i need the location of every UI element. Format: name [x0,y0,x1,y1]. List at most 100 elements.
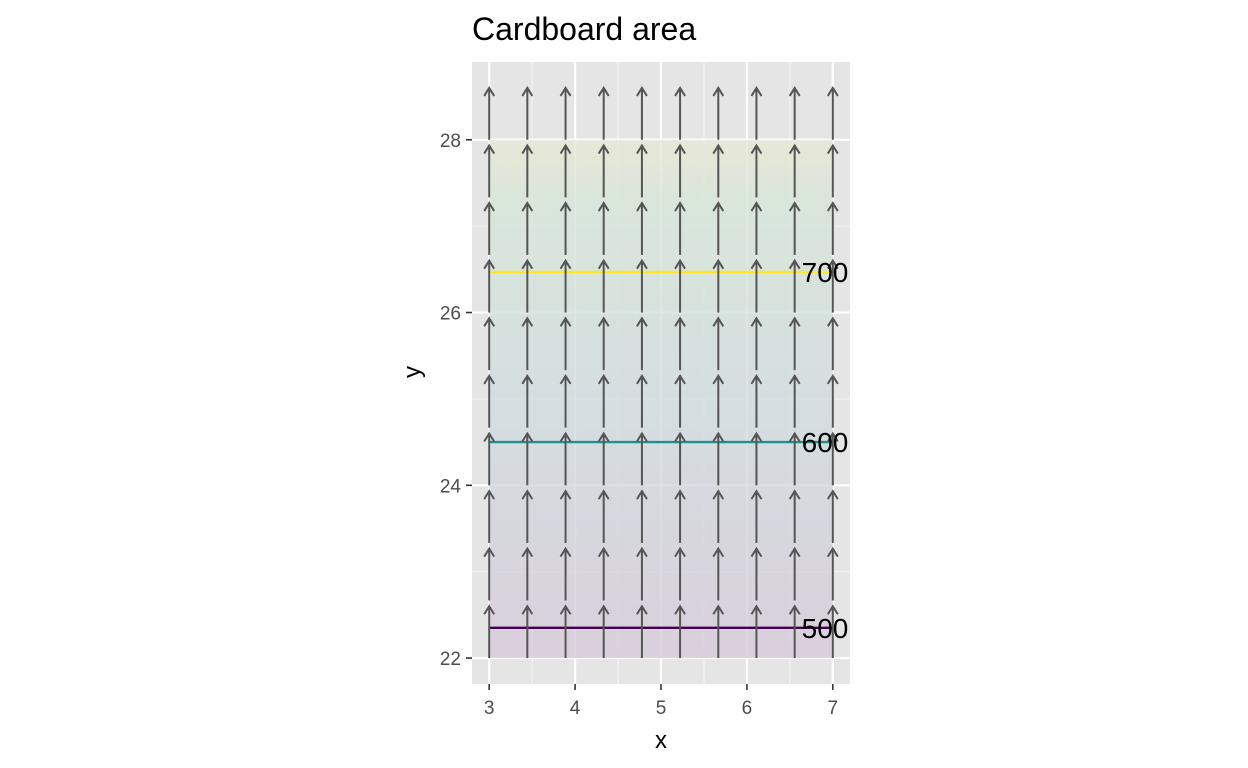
vector-arrow [483,258,496,313]
vector-arrow [597,546,610,601]
vector-arrow [750,604,763,659]
vector-arrow [597,316,610,371]
vector-arrow [636,201,648,255]
chart-title: Cardboard area [472,11,696,47]
contour-labels: 500 600 700 [802,257,849,644]
vector-arrow [788,86,801,140]
vector-arrow [521,258,534,313]
vector-arrow [483,86,496,140]
vector-arrow [559,546,572,601]
x-axis-title: x [655,727,667,754]
vector-arrow [636,258,648,313]
y-tick-label: 28 [440,131,461,152]
contour-fill-region [489,139,833,659]
vector-arrow [559,604,572,659]
vector-arrow [826,604,839,659]
vector-arrow [559,143,572,198]
vector-arrow [750,143,763,198]
vector-arrow [712,489,725,543]
vector-arrow [483,604,496,659]
vector-arrow [674,258,686,313]
vector-arrow [483,201,496,255]
vector-arrow [521,431,534,486]
vector-arrow [826,201,839,255]
x-tick-label: 3 [484,698,495,719]
x-tick-label: 6 [742,698,753,719]
vector-arrow [483,373,496,428]
vector-arrow [483,546,496,601]
vector-field [483,86,839,659]
vector-arrow [674,431,686,486]
vector-arrow [597,604,610,659]
vector-arrow [712,143,725,198]
vector-arrow [636,316,648,371]
vector-arrow [636,86,648,140]
vector-arrow [826,258,839,313]
vector-arrow [636,143,648,198]
vector-arrow [750,86,763,140]
vector-arrow [521,316,534,371]
vector-arrow [559,431,572,486]
contour-label-600: 600 [802,427,849,458]
vector-arrow [750,316,763,371]
vector-arrow [674,201,686,255]
vector-arrow [597,373,610,428]
vector-arrow [597,258,610,313]
vector-arrow [521,373,534,428]
vector-arrow [636,489,648,543]
vector-arrow [750,431,763,486]
vector-arrow [597,143,610,198]
vector-arrow [521,604,534,659]
vector-arrow [674,489,686,543]
vector-arrow [559,86,572,140]
vector-arrow [674,316,686,371]
vector-arrow [597,86,610,140]
vector-arrow [750,546,763,601]
contour-label-700: 700 [802,257,849,288]
x-axis: 3 4 5 6 7 [484,684,838,719]
y-tick-label: 22 [440,649,461,670]
vector-arrow [483,489,496,543]
y-tick-label: 24 [440,476,462,497]
vector-arrow [712,201,725,255]
vector-arrow [826,143,839,198]
contour-lines [489,270,833,630]
vector-arrow [521,489,534,543]
vector-arrow [559,258,572,313]
vector-arrow [636,546,648,601]
vector-arrow [597,431,610,486]
vector-arrow [636,431,648,486]
vector-arrow [826,316,839,371]
x-tick-label: 7 [828,698,839,719]
vector-arrow [712,431,725,486]
vector-arrow [521,201,534,255]
vector-arrow [712,546,725,601]
vector-arrow [788,489,801,543]
vector-arrow [788,373,801,428]
vector-arrow [788,431,801,486]
vector-arrow [483,316,496,371]
vector-arrow [521,143,534,198]
vector-arrow [788,143,801,198]
x-tick-label: 5 [656,698,667,719]
vector-arrow [674,604,686,659]
vector-arrow [788,546,801,601]
vector-arrow [674,86,686,140]
vector-arrow [750,489,763,543]
vector-arrow [521,86,534,140]
vector-arrow [712,373,725,428]
y-tick-label: 26 [440,304,461,325]
vector-arrow [674,546,686,601]
vector-arrow [788,316,801,371]
vector-arrow [597,201,610,255]
vector-arrow [712,258,725,313]
vector-arrow [826,489,839,543]
y-axis: 22 24 26 28 [440,131,472,670]
vector-arrow [826,86,839,140]
vector-arrow [712,604,725,659]
vector-arrow [559,316,572,371]
vector-arrow [750,258,763,313]
vector-arrow [483,143,496,198]
vector-arrow [559,201,572,255]
